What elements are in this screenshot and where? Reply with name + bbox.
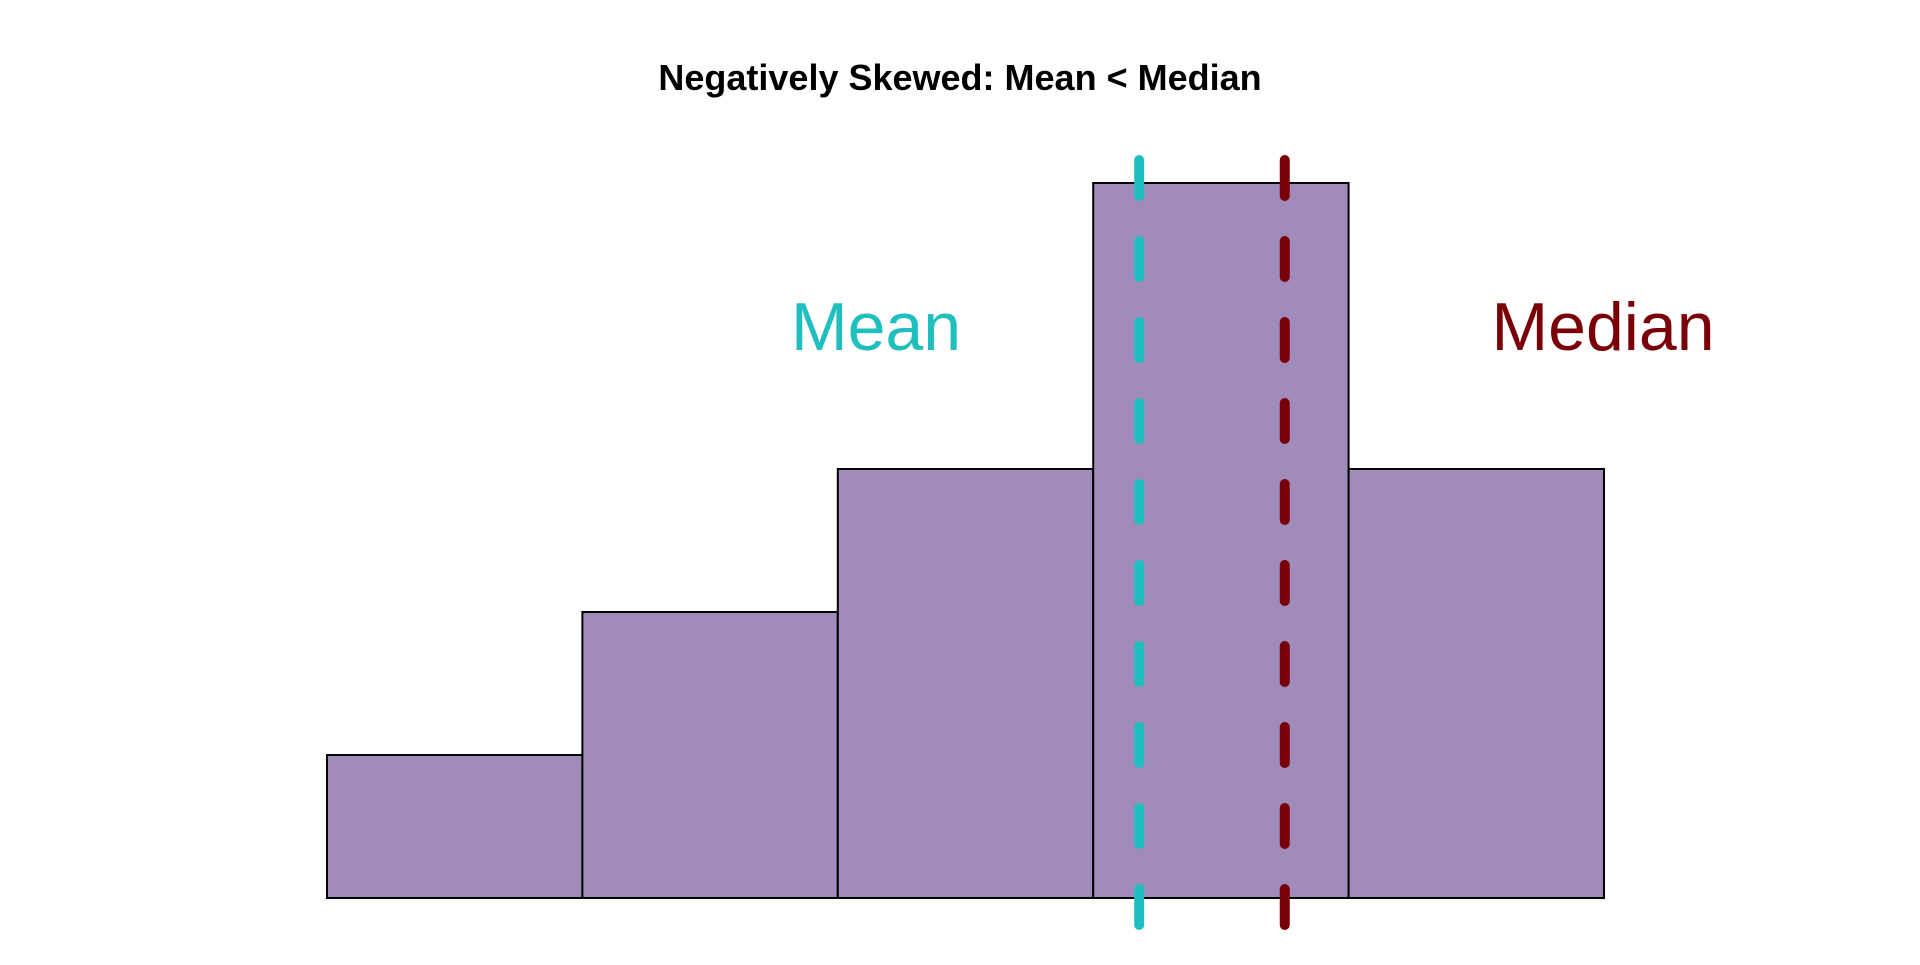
histogram-bar-1	[326, 754, 584, 899]
chart-title: Negatively Skewed: Mean < Median	[658, 57, 1261, 98]
histogram-bar-2	[581, 611, 839, 899]
bars-layer	[326, 182, 1605, 899]
median-label: Median	[1491, 289, 1714, 365]
histogram-bar-5	[1347, 468, 1605, 899]
histogram-bar-3	[836, 468, 1095, 899]
mean-label: Mean	[791, 289, 961, 365]
histogram-bar-4	[1092, 182, 1350, 899]
